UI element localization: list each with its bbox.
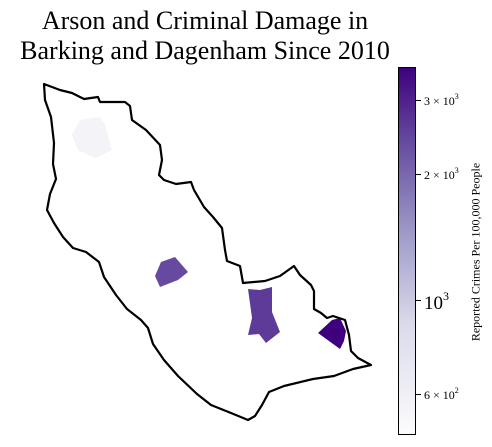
colorbar — [398, 67, 416, 435]
title-line-2: Barking and Dagenham Since 2010 — [20, 36, 390, 65]
colorbar-tick-label: 103 — [424, 288, 449, 314]
colorbar-tick-label: 2 × 103 — [424, 166, 459, 183]
chart-title: Arson and Criminal Damage in Barking and… — [0, 6, 410, 66]
borough-map — [42, 82, 373, 422]
colorbar-label: Reported Crimes Per 100,000 People — [468, 162, 483, 342]
colorbar-tick — [416, 173, 421, 175]
region-central-south — [248, 287, 280, 343]
title-line-1: Arson and Criminal Damage in — [41, 6, 369, 35]
colorbar-tick — [416, 99, 421, 101]
region-southeast — [318, 318, 346, 349]
colorbar-tick-label: 3 × 103 — [424, 92, 459, 109]
borough-outline — [42, 82, 373, 422]
region-central-west — [155, 257, 188, 287]
colorbar-tick — [416, 393, 421, 395]
region-northwest — [72, 117, 112, 158]
colorbar-tick-label: 6 × 102 — [424, 386, 459, 403]
colorbar-tick — [416, 300, 421, 302]
